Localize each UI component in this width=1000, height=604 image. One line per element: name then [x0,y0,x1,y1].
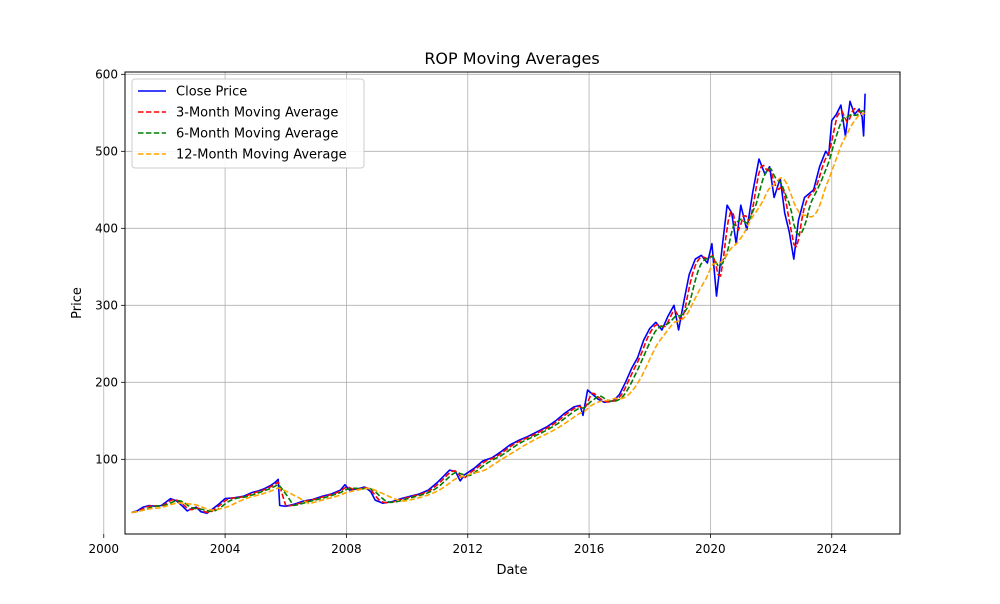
x-tick-label: 2008 [331,542,362,556]
legend-label: 12-Month Moving Average [176,148,347,163]
y-tick-label: 600 [95,67,118,81]
y-tick-label: 100 [95,452,118,466]
legend: Close Price 3-Month Moving Average 6-Month… [131,78,365,169]
x-tick-label: 2004 [210,542,241,556]
x-tick-label: 2000 [88,542,119,556]
series-line-3 [131,112,865,514]
legend-box [131,78,365,169]
y-tick-label: 200 [95,375,118,389]
legend-label: 6-Month Moving Average [176,127,338,142]
grid-layer [103,72,900,534]
x-tick-label: 2012 [452,542,483,556]
chart-title: ROP Moving Averages [424,49,599,68]
legend-label: Close Price [176,85,247,100]
plot-frame [124,71,901,535]
series-line-2 [131,110,865,514]
series-line-1 [131,107,866,514]
y-tick-label: 400 [95,221,118,235]
x-tick-label: 2020 [695,542,726,556]
legend-label: 3-Month Moving Average [176,106,338,121]
y-axis-label: Price [70,287,85,319]
y-tick-label: 500 [95,144,118,158]
x-tick-label: 2016 [574,542,605,556]
series-layer [131,93,866,514]
y-tick-label: 300 [95,298,118,312]
x-axis-label: Date [496,563,527,578]
x-tick-label: 2024 [816,542,847,556]
tick-layer: 2000 2004 2008 2012 2016 2020 2024 100 200 300 400… [88,67,847,556]
